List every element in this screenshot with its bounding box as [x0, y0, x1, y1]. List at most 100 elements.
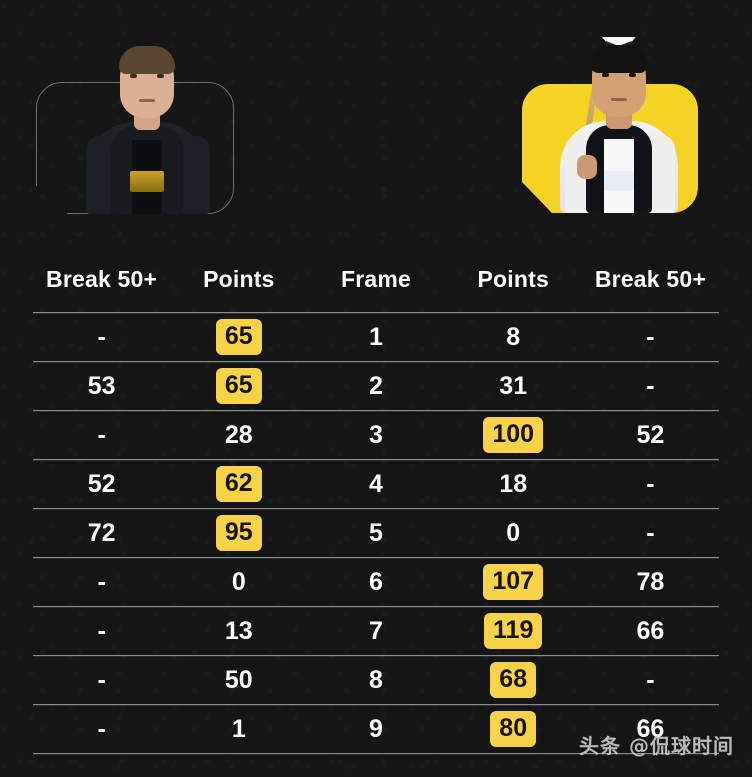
cell-frame-number-value: 2 [369, 371, 383, 400]
cell-right-points: 100 [445, 417, 582, 453]
cell-right-break: 52 [582, 420, 719, 449]
table-divider [33, 753, 719, 754]
cell-left-break-value: - [97, 322, 106, 351]
cell-right-break-value: 66 [636, 714, 665, 743]
cell-right-break: - [582, 371, 719, 400]
column-header-right-points: Points [477, 265, 549, 292]
cell-frame-number-value: 5 [369, 518, 383, 547]
cell-frame-number: 3 [307, 420, 444, 449]
left-player-sponsor-badge [129, 171, 164, 192]
cell-left-points-value: 50 [224, 665, 253, 694]
cell-left-break: 53 [33, 371, 170, 400]
cell-left-points: 65 [170, 319, 307, 355]
column-header-left-break: Break 50+ [46, 265, 158, 292]
cell-right-break: 66 [582, 714, 719, 743]
cell-right-points: 119 [445, 613, 582, 649]
cell-left-break: - [33, 716, 170, 742]
cell-left-break-value: - [97, 665, 106, 694]
frame-winner-badge: 95 [215, 515, 262, 551]
cell-frame-number-value: 1 [369, 322, 383, 351]
table-divider [33, 312, 719, 313]
frame-winner-badge: 119 [484, 613, 543, 649]
cell-left-break-value: 52 [87, 469, 116, 498]
frame-winner-badge: 107 [483, 564, 544, 600]
cell-frame-number: 2 [307, 371, 444, 400]
cell-right-points-value: 18 [499, 469, 528, 498]
cell-right-points: 31 [445, 373, 582, 399]
cell-left-points-value: 0 [231, 567, 246, 596]
table-row[interactable]: 72 95 5 0 - [33, 509, 719, 557]
column-header-left-points: Points [203, 265, 275, 292]
table-divider [33, 410, 719, 411]
right-player-sponsor-badge [603, 171, 634, 191]
cell-right-break: - [582, 324, 719, 350]
cell-right-break-value: 52 [636, 420, 665, 449]
table-divider [33, 361, 719, 362]
left-player-arm-right [181, 136, 210, 214]
cell-frame-number: 4 [307, 469, 444, 498]
cell-frame-number: 5 [307, 518, 444, 547]
left-player-eye-left [129, 74, 137, 78]
cell-left-points-value: 1 [231, 714, 246, 743]
right-player-eye-left [601, 73, 609, 77]
cell-right-break-value: - [646, 518, 655, 547]
table-row[interactable]: - 1 9 80 66 [33, 705, 719, 753]
left-player-card[interactable] [36, 46, 234, 214]
frame-winner-badge: 65 [215, 368, 262, 404]
cell-right-break-value: 78 [636, 567, 665, 596]
cell-left-break: - [33, 569, 170, 595]
cell-frame-number: 1 [307, 322, 444, 351]
right-player-photo [559, 29, 679, 213]
cell-left-points: 95 [170, 515, 307, 551]
cell-right-points-value: 8 [506, 322, 521, 351]
table-row[interactable]: - 50 8 68 - [33, 656, 719, 704]
cell-frame-number-value: 3 [369, 420, 383, 449]
cell-frame-number-value: 4 [369, 469, 383, 498]
cell-left-points: 0 [170, 567, 307, 596]
right-player-hand [576, 155, 597, 179]
table-divider [33, 508, 719, 509]
frame-score-table: Break 50+ Points Frame Points Break 50+ … [33, 246, 719, 754]
cell-frame-number-value: 9 [369, 714, 383, 743]
column-header-frame: Frame [340, 265, 412, 292]
cell-left-break: - [33, 616, 170, 645]
cell-left-points: 62 [170, 466, 307, 502]
right-player-card[interactable] [522, 37, 698, 213]
cell-frame-number: 8 [307, 667, 444, 693]
table-row[interactable]: - 28 3 100 52 [33, 411, 719, 459]
cell-right-break: 66 [582, 618, 719, 644]
cell-right-break: - [582, 665, 719, 694]
right-player-hair [590, 45, 647, 73]
table-row[interactable]: - 13 7 119 66 [33, 607, 719, 655]
cell-left-break-value: - [97, 616, 106, 645]
cell-frame-number-value: 7 [369, 616, 383, 645]
cell-left-break: - [33, 422, 170, 448]
cell-frame-number-value: 6 [369, 567, 383, 596]
cell-right-points: 0 [445, 518, 582, 547]
table-row[interactable]: 52 62 4 18 - [33, 460, 719, 508]
left-player-hair [118, 46, 175, 74]
table-row[interactable]: 53 65 2 31 - [33, 362, 719, 410]
cell-left-break: 52 [33, 469, 170, 498]
table-row[interactable]: - 0 6 107 78 [33, 558, 719, 606]
cell-right-break-value: - [646, 665, 655, 694]
cell-right-break: - [582, 518, 719, 547]
cell-right-break-value: - [646, 469, 655, 498]
cell-right-break: - [582, 469, 719, 498]
table-divider [33, 557, 719, 558]
table-divider [33, 459, 719, 460]
watermark: 头条 @侃球时间 [579, 734, 734, 758]
cell-frame-number: 6 [307, 567, 444, 596]
cell-left-points-value: 13 [224, 616, 253, 645]
left-player-mouth [138, 99, 155, 102]
cell-right-points-value: 0 [506, 518, 521, 547]
cell-left-points: 50 [170, 665, 307, 694]
left-player-photo [84, 24, 210, 214]
cell-left-break-value: 53 [87, 371, 116, 400]
cell-right-break-value: - [646, 371, 655, 400]
table-divider [33, 655, 719, 656]
table-row[interactable]: - 65 1 8 - [33, 313, 719, 361]
right-player-mouth [610, 98, 627, 101]
cell-left-points: 13 [170, 616, 307, 645]
